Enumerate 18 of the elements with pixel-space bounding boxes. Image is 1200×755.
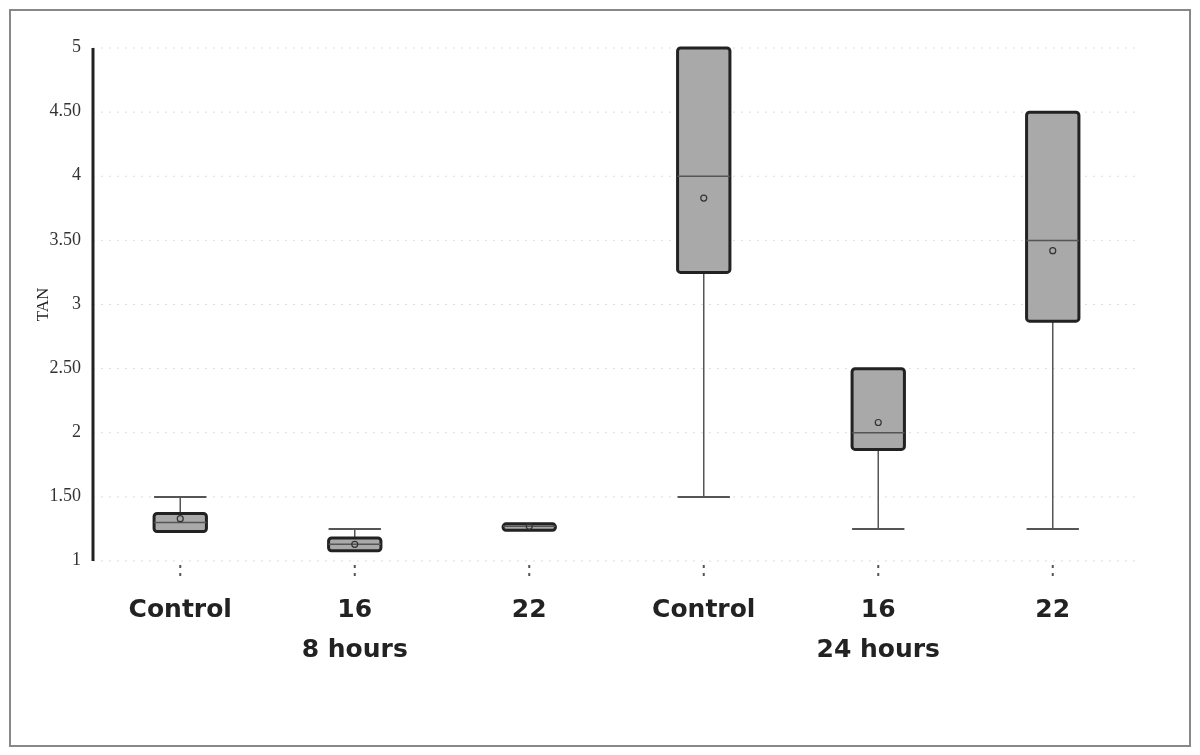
text: 24 hours	[816, 634, 940, 663]
y-tick-label: 1.50	[49, 485, 81, 505]
x-tick-label: 22	[1035, 594, 1071, 623]
text: 8 hours	[301, 634, 408, 663]
y-tick-label: 2	[72, 420, 81, 441]
y-tick-label: 2.50	[49, 356, 81, 377]
y-tick-label: 4	[72, 164, 81, 185]
y-axis-title: TAN	[33, 287, 52, 322]
x-tick-label: Control	[652, 594, 756, 623]
x-tick-label: 22	[511, 594, 547, 623]
x-tick-label: 16	[337, 594, 373, 623]
y-tick-label: 3.50	[49, 228, 81, 249]
y-tick-label: 1	[72, 549, 81, 570]
y-tick-label: 4.50	[49, 100, 81, 121]
x-tick-label: 16	[860, 594, 896, 623]
x-tick-label: Control	[128, 594, 232, 623]
y-tick-label: 3	[72, 292, 81, 313]
y-tick-label: 5	[72, 36, 81, 57]
